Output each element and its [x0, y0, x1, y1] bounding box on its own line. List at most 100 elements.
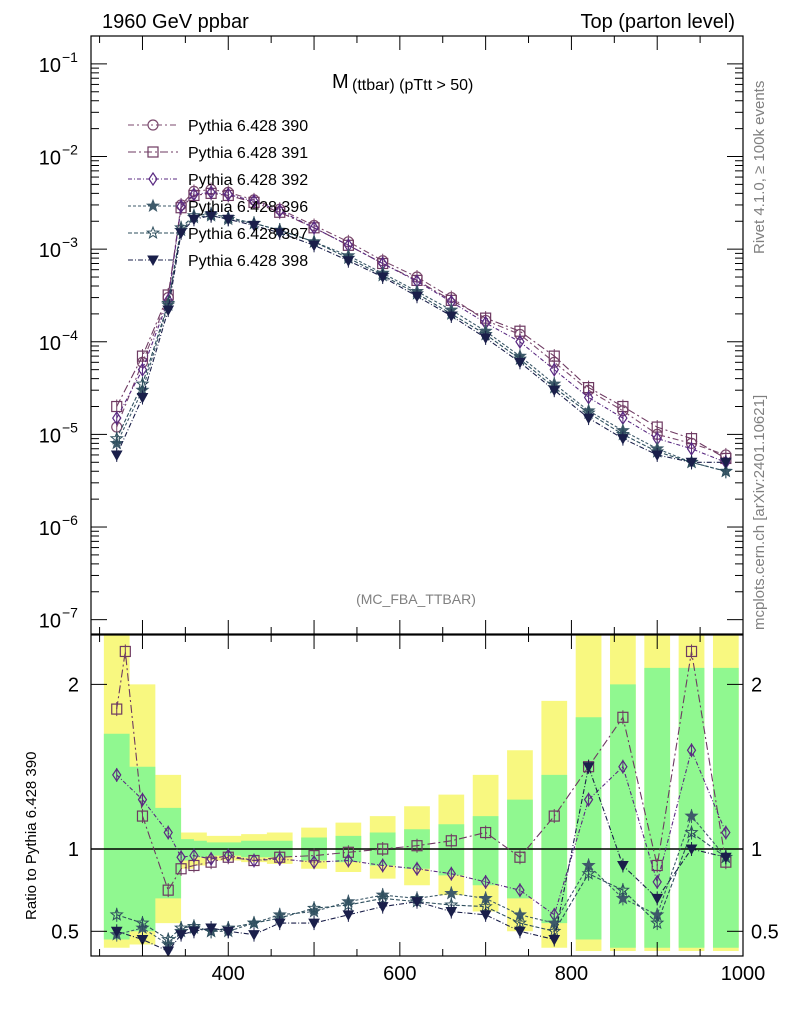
- legend-entry: Pythia 6.428 397: [128, 225, 308, 243]
- main-series-6: [110, 208, 732, 470]
- ratio-data-point: [109, 907, 124, 921]
- main-data-point: [686, 441, 697, 456]
- main-data-point: [189, 187, 199, 202]
- main-data-point: [549, 362, 559, 377]
- ratio-data-point: [514, 926, 526, 938]
- main-data-point: [275, 203, 285, 218]
- main-series-5: [109, 206, 733, 479]
- main-data-point: [222, 214, 235, 226]
- ratio-y-tick-label: 2: [68, 674, 79, 696]
- ratio-data-point: [112, 767, 122, 783]
- main-data-point: [112, 411, 122, 426]
- main-data-point: [515, 334, 525, 349]
- ratio-data-point: [135, 915, 150, 930]
- ratio-data-point: [480, 874, 491, 890]
- legend: Pythia 6.428 390 Pythia 6.428 391 Pythia 6…: [128, 118, 308, 270]
- ratio-data-point: [163, 825, 173, 840]
- ratio-data-point: [444, 886, 459, 900]
- main-y-tick-label: 10: [39, 518, 61, 540]
- main-series-line: [116, 191, 727, 463]
- ratio-data-point: [248, 930, 260, 941]
- ratio-y-tick-label-right: 2: [751, 674, 762, 696]
- ratio-y-axis-label: Ratio to Pythia 6.428 390: [23, 752, 40, 920]
- main-data-point: [137, 362, 148, 377]
- main-data-point: [273, 228, 286, 239]
- main-series-line: [116, 215, 726, 472]
- ratio-data-point: [188, 926, 200, 938]
- main-data-point: [249, 194, 259, 209]
- plot-title-main: M: [332, 71, 349, 93]
- legend-label: Pythia 6.428 398: [188, 253, 308, 270]
- ratio-data-point: [721, 825, 731, 840]
- main-data-point: [176, 199, 186, 214]
- ratio-data-point: [175, 930, 187, 941]
- ratio-data-point: [719, 852, 732, 864]
- legend-label: Pythia 6.428 390: [188, 118, 308, 135]
- ratio-data-point: [119, 645, 131, 658]
- x-tick-label: 1000: [721, 963, 766, 985]
- mcplots-reference-label: mcplots.cern.ch [arXiv:2401.10621]: [751, 395, 768, 630]
- ratio-data-point: [162, 884, 174, 896]
- ratio-data-point: [249, 853, 259, 868]
- ratio-data-point: [684, 808, 699, 823]
- main-y-tick-exponent: −1: [62, 49, 78, 65]
- ratio-data-point: [111, 703, 123, 715]
- ratio-data-point: [308, 918, 320, 930]
- main-data-point: [342, 256, 355, 267]
- main-data-point: [651, 450, 664, 461]
- x-tick-label: 400: [212, 963, 245, 985]
- plot-title-sub: (ttbar) (pTtt > 50): [352, 77, 473, 94]
- legend-entry: Pythia 6.428 391: [128, 145, 308, 162]
- main-y-tick-exponent: −6: [62, 512, 78, 528]
- ratio-data-point: [652, 874, 662, 890]
- main-y-tick-exponent: −5: [62, 419, 78, 435]
- ratio-data-point: [446, 866, 457, 881]
- ratio-data-point: [445, 835, 457, 847]
- main-data-point: [582, 413, 595, 425]
- main-data-point: [110, 450, 123, 461]
- main-data-point: [445, 311, 458, 322]
- main-plot-panel: 10−710−610−510−410−310−210−1 M (ttbar) (…: [39, 35, 744, 635]
- ratio-plot-frame: [90, 634, 744, 957]
- ratio-data-point: [651, 859, 663, 872]
- main-y-tick-label: 10: [39, 55, 61, 77]
- ratio-y-tick-label-right: 0.5: [751, 921, 779, 943]
- ratio-data-point: [136, 935, 149, 946]
- main-series-line: [116, 215, 726, 463]
- legend-label: Pythia 6.428 391: [188, 145, 308, 162]
- ratio-data-point: [223, 848, 233, 863]
- x-tick-label: 600: [383, 963, 416, 985]
- main-plot-frame: [90, 35, 744, 635]
- ratio-data-point: [205, 923, 217, 935]
- ratio-data-point: [411, 840, 423, 852]
- ratio-data-point: [615, 882, 630, 897]
- main-data-point: [479, 333, 492, 344]
- main-data-point: [248, 220, 260, 232]
- ratio-data-point: [222, 926, 235, 938]
- main-data-point: [548, 350, 560, 362]
- ratio-outer-uncertainty-band: [103, 635, 739, 952]
- ratio-data-point: [309, 855, 319, 870]
- ratio-data-point: [617, 860, 629, 872]
- legend-marker: [148, 171, 158, 187]
- ratio-data-point: [137, 792, 148, 807]
- ratio-data-point: [480, 826, 492, 839]
- ratio-data-point: [275, 851, 285, 866]
- ratio-data-point: [685, 844, 698, 856]
- ratio-data-point: [684, 825, 699, 839]
- main-data-point: [514, 357, 526, 369]
- main-data-point: [308, 240, 320, 252]
- legend-label: Pythia 6.428 396: [188, 199, 308, 216]
- ratio-series-line: [116, 831, 727, 941]
- rivet-version-label: Rivet 4.1.0, ≥ 100k events: [751, 81, 768, 254]
- ratio-data-point: [617, 711, 629, 723]
- legend-entry: Pythia 6.428 390: [128, 118, 308, 135]
- legend-entry: Pythia 6.428 398: [128, 253, 308, 270]
- ratio-y-tick-label: 1: [68, 839, 79, 861]
- main-data-point: [135, 376, 150, 391]
- main-series-1: [111, 182, 732, 462]
- ratio-data-point: [411, 897, 423, 908]
- ratio-data-point: [582, 762, 595, 773]
- ratio-data-point: [514, 851, 526, 863]
- ratio-plot-panel: 0.5 0.5 1 1 2 2 400 600 800 1000 Ratio to Pythia …: [23, 634, 779, 985]
